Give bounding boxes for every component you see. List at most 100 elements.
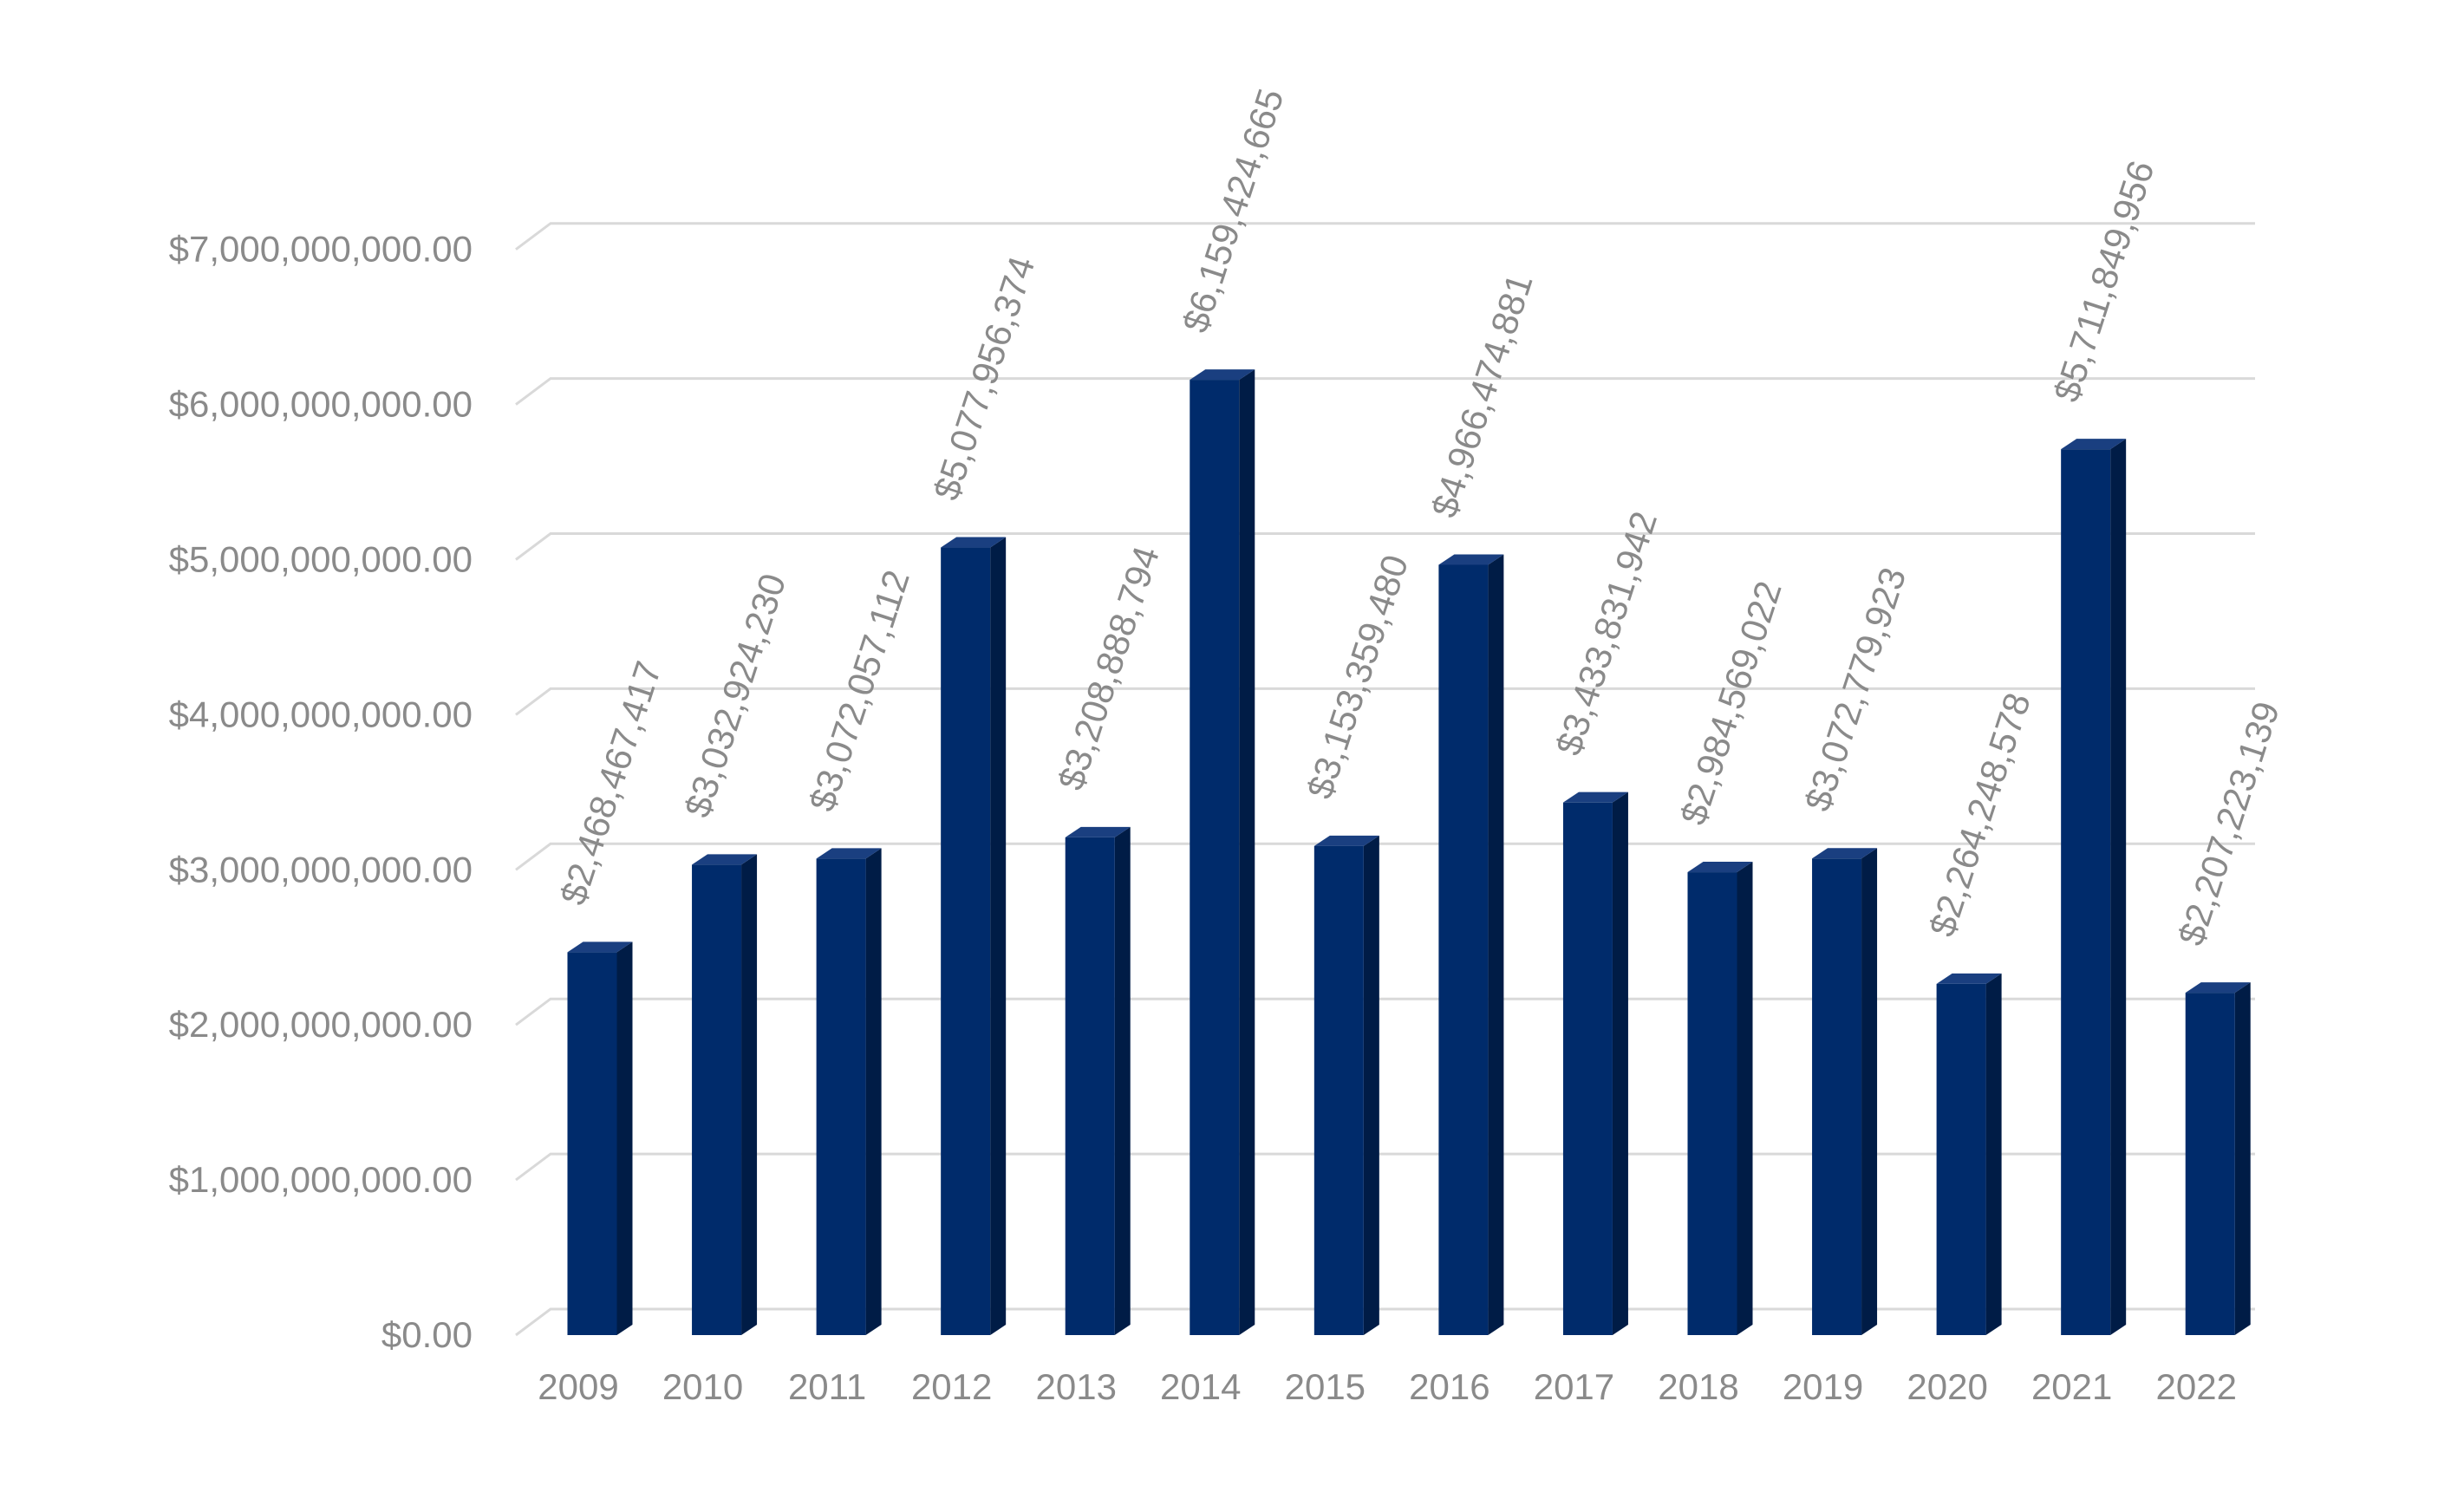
x-axis-tick-labels: 2009 2010 2011 2012 2013 2014 2015 2016 2017 2018… <box>538 1366 2237 1407</box>
bar-front <box>816 858 866 1335</box>
bar-top <box>1438 554 1504 565</box>
bar-front <box>2185 993 2235 1335</box>
bar-2022 <box>2185 982 2251 1335</box>
bar-side <box>1737 862 1753 1335</box>
y-tick-label: $1,000,000,000.00 <box>169 1159 473 1200</box>
data-label: $4,966,474,881 <box>1424 269 1541 522</box>
gridline <box>515 1152 2255 1182</box>
bar-2014 <box>1190 369 1255 1336</box>
bar-2019 <box>1812 848 1878 1335</box>
y-tick-label: $3,000,000,000.00 <box>169 849 473 889</box>
bar-front <box>692 864 742 1335</box>
data-label: $6,159,424,665 <box>1175 84 1292 337</box>
x-tick-label: 2011 <box>788 1366 866 1407</box>
gridline <box>515 1307 2255 1337</box>
bar-2021 <box>2061 439 2127 1336</box>
gridline <box>515 532 2255 561</box>
bar-top <box>941 537 1007 548</box>
x-tick-label: 2014 <box>1160 1366 1241 1407</box>
x-tick-label: 2010 <box>662 1366 743 1407</box>
y-axis-tick-labels: $0.00 $1,000,000,000.00 $2,000,000,000.00 $… <box>169 229 473 1355</box>
data-label: $3,208,888,794 <box>1050 542 1167 795</box>
bar-top <box>1562 792 1628 803</box>
data-label: $3,072,057,112 <box>801 565 917 816</box>
data-label: $2,468,467,417 <box>552 656 669 909</box>
bar-top <box>816 848 882 859</box>
bar-2013 <box>1065 826 1131 1335</box>
bar-top <box>1065 826 1131 837</box>
y-tick-label: $7,000,000,000.00 <box>169 229 473 270</box>
gridline <box>515 842 2255 871</box>
gridline <box>515 377 2255 406</box>
bar-front <box>2061 449 2111 1335</box>
bar-top <box>1313 835 1379 846</box>
bar-top <box>1936 973 2002 984</box>
bar-front <box>1812 858 1862 1335</box>
bar-side <box>1985 973 2002 1335</box>
x-tick-label: 2015 <box>1285 1366 1366 1407</box>
y-tick-label: $6,000,000,000.00 <box>169 384 473 425</box>
bar-front <box>1190 380 1240 1336</box>
x-tick-label: 2019 <box>1783 1366 1863 1407</box>
bar-2016 <box>1438 554 1504 1335</box>
data-label: $2,207,223,139 <box>2170 697 2287 950</box>
bar-2015 <box>1313 835 1379 1335</box>
bar-side <box>1861 848 1878 1335</box>
bar-2020 <box>1936 973 2002 1335</box>
y-tick-label: $0.00 <box>381 1314 473 1355</box>
bar-2010 <box>692 854 758 1335</box>
bar-front <box>1936 983 1986 1335</box>
y-tick-label: $4,000,000,000.00 <box>169 694 473 734</box>
bar-front <box>941 547 991 1335</box>
bar-front <box>1313 845 1364 1335</box>
gridlines <box>515 222 2255 1337</box>
bar-top <box>1687 862 1753 873</box>
x-tick-label: 2009 <box>538 1366 618 1407</box>
bar-side <box>616 941 633 1335</box>
bar-front <box>1562 802 1613 1335</box>
bar-side <box>1363 835 1379 1335</box>
bar-front <box>1065 837 1115 1335</box>
bar-top <box>2061 439 2127 450</box>
bar-side <box>1114 826 1131 1335</box>
gridline <box>515 687 2255 716</box>
bar-2011 <box>816 848 882 1335</box>
data-label: $5,711,849,956 <box>2046 156 2162 407</box>
data-label: $2,984,569,022 <box>1672 577 1789 830</box>
bar-2012 <box>941 537 1007 1335</box>
bar-2018 <box>1687 862 1753 1335</box>
bar-side <box>2110 439 2127 1336</box>
bar-top <box>1190 369 1255 381</box>
x-tick-label: 2013 <box>1036 1366 1117 1407</box>
bar-side <box>990 537 1007 1335</box>
data-label: $3,153,359,480 <box>1299 550 1416 803</box>
bar-front <box>1687 872 1737 1335</box>
bar-top <box>2185 982 2251 994</box>
gridline <box>515 997 2255 1026</box>
bars <box>567 369 2251 1336</box>
gridline <box>515 222 2255 251</box>
bar-top <box>692 854 758 865</box>
bar-side <box>1239 369 1255 1336</box>
y-tick-label: $5,000,000,000.00 <box>169 539 473 580</box>
bar-front <box>1438 564 1489 1335</box>
bar-top <box>567 941 633 953</box>
bar-side <box>1612 792 1628 1335</box>
bar-front <box>567 952 617 1335</box>
data-label: $3,433,831,942 <box>1548 506 1665 759</box>
x-tick-label: 2016 <box>1409 1366 1489 1407</box>
x-tick-label: 2018 <box>1658 1366 1738 1407</box>
bar-top <box>1812 848 1878 859</box>
x-tick-label: 2012 <box>911 1366 992 1407</box>
bar-side <box>1488 554 1504 1335</box>
data-label: $2,264,248,578 <box>1921 688 2038 941</box>
bar-2009 <box>567 941 633 1335</box>
x-tick-label: 2022 <box>2156 1366 2237 1407</box>
y-tick-label: $2,000,000,000.00 <box>169 1004 473 1045</box>
data-labels: $2,468,467,417 $3,032,924,230 $3,072,057,1… <box>552 84 2287 950</box>
bar-side <box>865 848 882 1335</box>
x-tick-label: 2021 <box>2031 1366 2112 1407</box>
data-label: $3,032,924,230 <box>676 569 793 822</box>
bar-side <box>741 854 758 1335</box>
